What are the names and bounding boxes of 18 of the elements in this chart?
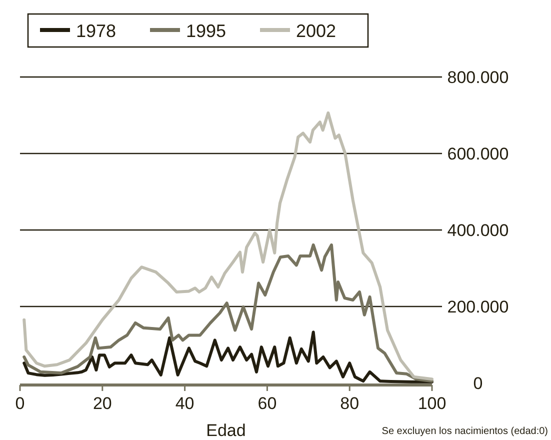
- line-series: [22, 330, 434, 384]
- y-tick-label: 0: [473, 374, 483, 393]
- x-tick-label: 60: [258, 394, 277, 413]
- legend-label: 1978: [76, 21, 116, 41]
- y-tick-label: 800.000: [447, 68, 509, 87]
- line-series: [22, 243, 434, 383]
- x-tick-label: 20: [92, 394, 112, 413]
- y-tick-label: 600.000: [447, 144, 509, 164]
- y-tick-label: 200.000: [447, 298, 509, 316]
- legend-label: 1995: [186, 21, 226, 41]
- x-tick-label: 40: [175, 394, 194, 413]
- x-tick-label: 0: [15, 394, 25, 413]
- x-axis-title: Edad: [206, 421, 246, 440]
- y-tick-label: 400.000: [447, 221, 509, 240]
- legend-label: 2002: [296, 21, 336, 41]
- text: Se excluyen los nacimientos (edad:0): [382, 426, 548, 437]
- x-tick-label: 80: [340, 394, 360, 413]
- x-tick-label: 100: [418, 394, 446, 413]
